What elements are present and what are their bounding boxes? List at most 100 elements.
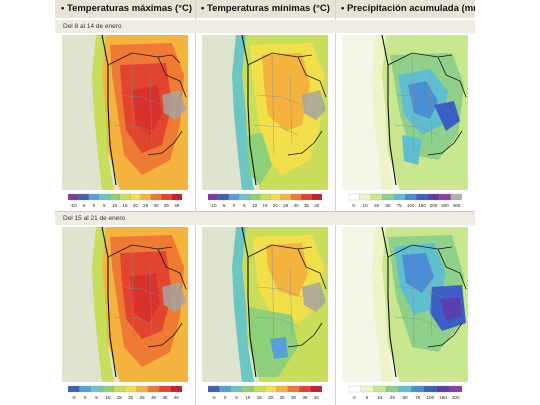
legend-swatch	[242, 385, 255, 393]
legend-tick-label: 35	[162, 395, 168, 400]
legend-tick-label: 35	[302, 395, 308, 400]
legend-swatch	[208, 385, 220, 393]
map-tmax-week2-image	[62, 227, 188, 382]
legend-swatch	[299, 385, 311, 393]
header-tmin: • Temperaturas mínimas (°C)	[195, 0, 335, 18]
legend-tick-label: 50	[385, 203, 391, 208]
legend-tmax-week1: -10 -5 0 5 10 15 20 25 30 35 40	[68, 193, 182, 208]
legend-tick-label: 200	[452, 395, 460, 400]
legend-tick-label: -10	[210, 203, 217, 208]
legend-tick-label: 400	[452, 203, 460, 208]
legend-tick-label: 10	[245, 395, 251, 400]
legend-swatch	[253, 385, 266, 393]
legend-swatch	[301, 193, 313, 201]
legend-tick-label: 10	[377, 395, 383, 400]
legend-tick-label: 75	[397, 203, 403, 208]
legend-tick-label: 10	[112, 203, 118, 208]
legend-tick-label: 10	[105, 395, 111, 400]
legend-tmin-week2: -5 0 5 10 15 20 25 30 35 40	[208, 385, 322, 400]
legend-tick-label: 40	[174, 203, 180, 208]
legend-tick-label: 10	[252, 203, 258, 208]
legend-swatch	[124, 385, 137, 393]
legend-swatch	[219, 385, 232, 393]
legend-tick-label: 35	[304, 203, 310, 208]
legend-swatch	[159, 385, 171, 393]
legend-swatch	[373, 385, 387, 393]
legend-tick-label: 30	[151, 395, 157, 400]
map-tmax-week1-image	[62, 35, 188, 190]
legend-swatch	[68, 385, 80, 393]
legend-tmax-week2: -5 0 5 10 15 20 25 30 35 40	[68, 385, 182, 400]
legend-tick-label: 0	[93, 203, 96, 208]
legend-swatch	[90, 385, 103, 393]
legend-tick-label: 20	[273, 203, 279, 208]
legend-swatch	[109, 193, 121, 201]
legend-swatch	[310, 385, 322, 393]
period-1-label: Del 8 al 14 de enero	[55, 20, 475, 33]
legend-swatch	[68, 193, 79, 201]
legend-swatch	[348, 385, 362, 393]
legend-swatch	[79, 385, 92, 393]
legend-tick-label: 75	[415, 395, 421, 400]
legend-swatch	[287, 385, 300, 393]
legend-tick-label: 200	[430, 203, 438, 208]
map-precip-week2: 0 5 10 25 50 75 100 150 200	[342, 227, 468, 402]
legend-swatch	[171, 193, 182, 201]
row-divider	[55, 211, 475, 212]
legend-swatch	[416, 193, 429, 201]
legend-tick-label: 15	[257, 395, 263, 400]
legend-tick-label: 30	[291, 395, 297, 400]
legend-swatch	[439, 193, 451, 201]
legend-swatch	[230, 385, 243, 393]
legend-tick-label: 0	[224, 395, 227, 400]
legend-tick-label: 20	[268, 395, 274, 400]
legend-tick-label: 150	[439, 395, 447, 400]
legend-tick-label: 35	[164, 203, 170, 208]
legend-tick-label: 15	[262, 203, 268, 208]
legend-tick-label: 15	[122, 203, 128, 208]
map-tmax-week1: -10 -5 0 5 10 15 20 25 30 35 40	[62, 35, 188, 210]
legend-tick-label: 20	[128, 395, 134, 400]
map-tmin-week2-image	[202, 227, 328, 382]
legend-tick-label: 40	[174, 395, 180, 400]
legend-tick-label: 0	[84, 395, 87, 400]
legend-swatch	[270, 193, 281, 201]
map-precip-week1-image	[342, 35, 468, 190]
legend-swatch	[140, 193, 152, 201]
legend-swatch	[150, 193, 162, 201]
legend-tick-label: 0	[233, 203, 236, 208]
legend-swatch	[218, 193, 230, 201]
legend-swatch	[78, 193, 90, 201]
legend-tick-label: 100	[407, 203, 415, 208]
map-precip-week2-image	[342, 227, 468, 382]
legend-tick-label: 25	[280, 395, 286, 400]
legend-swatch	[147, 385, 160, 393]
legend-tick-label: -10	[70, 203, 77, 208]
legend-swatch	[88, 193, 100, 201]
legend-tick-label: 100	[426, 395, 434, 400]
map-tmin-week1: -10 -5 0 5 10 15 20 25 30 35 40	[202, 35, 328, 210]
header-tmax: • Temperaturas máximas (°C)	[55, 0, 195, 18]
legend-tick-label: 40	[314, 203, 320, 208]
legend-tick-label: -5	[222, 203, 227, 208]
header-precip: • Precipitación acumulada (mm)	[335, 0, 475, 18]
legend-tick-label: 0	[353, 395, 356, 400]
legend-tick-label: 5	[235, 395, 238, 400]
legend-swatch	[228, 193, 240, 201]
legend-tick-label: 10	[363, 203, 369, 208]
legend-tick-label: 30	[294, 203, 300, 208]
map-tmin-week2: -5 0 5 10 15 20 25 30 35 40	[202, 227, 328, 402]
forecast-panel: • Temperaturas máximas (°C) • Temperatur…	[55, 0, 475, 405]
legend-tick-label: 5	[366, 395, 369, 400]
legend-precip-week2: 0 5 10 25 50 75 100 150 200	[348, 385, 462, 400]
map-precip-week1: 0 10 25 50 75 100 150 200 300 400	[342, 35, 468, 210]
legend-swatch	[359, 193, 372, 201]
legend-tick-label: 5	[95, 395, 98, 400]
legend-swatch	[170, 385, 182, 393]
legend-tick-label: 150	[418, 203, 426, 208]
legend-swatch	[370, 193, 383, 201]
legend-tick-label: 25	[143, 203, 149, 208]
legend-tick-label: -5	[82, 203, 87, 208]
legend-swatch	[238, 193, 250, 201]
legend-swatch	[264, 385, 277, 393]
